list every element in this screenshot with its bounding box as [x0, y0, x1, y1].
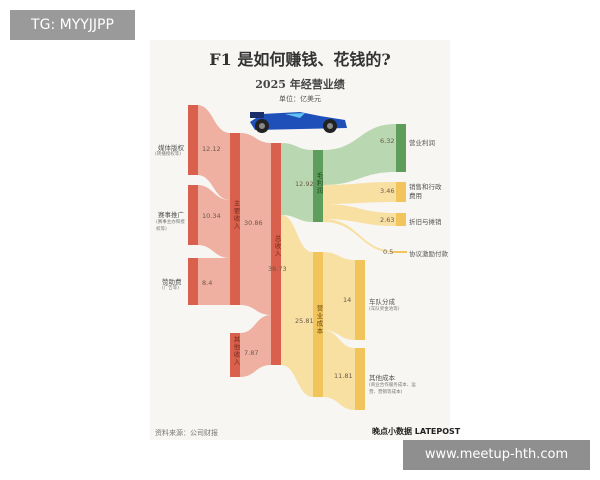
main-revenue-flow — [240, 133, 271, 315]
sga-label: 销售和行政费用 — [409, 183, 442, 200]
da-flow — [323, 204, 396, 226]
other-revenue-value: 7.87 — [244, 349, 259, 357]
media-rights-value: 12.12 — [202, 145, 221, 153]
race-promotion-value: 10.34 — [202, 212, 221, 220]
operating-profit-label: 营业利润 — [409, 139, 435, 147]
sponsor-flow — [197, 258, 230, 305]
gross-profit-flow — [281, 143, 313, 222]
gross-profit-label: 毛利润 — [315, 172, 323, 195]
operating-profit-flow — [323, 124, 396, 185]
other-cost-node — [355, 348, 365, 410]
sga-flow — [323, 182, 396, 204]
incentive-flow — [323, 219, 396, 253]
other-cost-flow — [323, 330, 355, 410]
race-promotion-label: 赛事推广 — [158, 211, 184, 219]
chart-title: F1 是如何赚钱、花钱的? — [209, 50, 391, 69]
team-share-sublabel: (车队奖金池等) — [369, 307, 400, 312]
media-flow — [197, 105, 230, 200]
sga-value: 3.46 — [380, 187, 395, 195]
chart-subtitle: 2025 年经营业绩 — [255, 78, 345, 91]
operating-profit-node — [396, 124, 406, 172]
media-rights-label: 媒体版权 — [158, 144, 184, 152]
da-value: 2.63 — [380, 216, 395, 224]
main-revenue-value: 30.86 — [244, 219, 263, 227]
media-rights-sublabel: (转播授权等) — [155, 152, 182, 157]
race-flow — [197, 185, 230, 258]
sponsorship-sublabel: (广告等) — [162, 286, 180, 291]
tg-watermark: TG: MYYJJPP — [10, 10, 135, 40]
sga-node — [396, 182, 406, 202]
other-revenue-label: 其他收入 — [232, 336, 240, 366]
da-node — [396, 213, 406, 226]
gross-profit-node — [313, 150, 323, 222]
race-node — [188, 185, 198, 245]
operating-cost-label: 营业成本 — [315, 305, 323, 335]
main-revenue-label: 主要收入 — [232, 200, 240, 230]
operating-cost-flow — [281, 215, 313, 397]
team-share-node — [355, 260, 365, 340]
da-label: 折旧与摊销 — [409, 218, 442, 226]
sponsor-node — [188, 258, 198, 305]
gross-profit-value: 12.92 — [295, 180, 314, 188]
incentive-value: 0.5 — [383, 248, 394, 256]
latepost-logo: 晚点小数据 LATEPOST — [372, 427, 461, 436]
other-revenue-flow — [240, 315, 271, 377]
other-cost-sublabel: (商业合作服务成本、运营、营销等成本) — [369, 383, 416, 395]
operating-cost-node — [313, 252, 323, 397]
incentive-label: 协议激励付款 — [409, 250, 448, 258]
team-share-label: 车队分成 — [369, 298, 395, 306]
race-promotion-sublabel: (赛事主办和授权等) — [156, 220, 185, 232]
incentive-node — [393, 251, 407, 253]
sponsorship-label: 赞助费 — [162, 278, 182, 286]
team-share-flow — [323, 252, 355, 340]
team-share-value: 14 — [343, 296, 352, 304]
source-note: 资料来源：公司财报 — [155, 429, 218, 437]
total-revenue-label: 总收入 — [273, 235, 281, 258]
other-revenue-node — [230, 333, 240, 377]
unit-label: 单位：亿美元 — [279, 95, 321, 103]
other-cost-label: 其他成本 — [369, 374, 395, 382]
main-revenue-node — [230, 133, 240, 305]
total-revenue-value: 38.73 — [268, 265, 287, 273]
url-watermark: www.meetup-hth.com — [403, 440, 590, 470]
sponsorship-value: 8.4 — [202, 279, 213, 287]
operating-profit-value: 6.32 — [380, 137, 395, 145]
operating-cost-value: 25.81 — [295, 317, 314, 325]
total-revenue-node — [271, 143, 281, 365]
other-cost-value: 11.81 — [334, 372, 353, 380]
media-node — [188, 105, 198, 175]
